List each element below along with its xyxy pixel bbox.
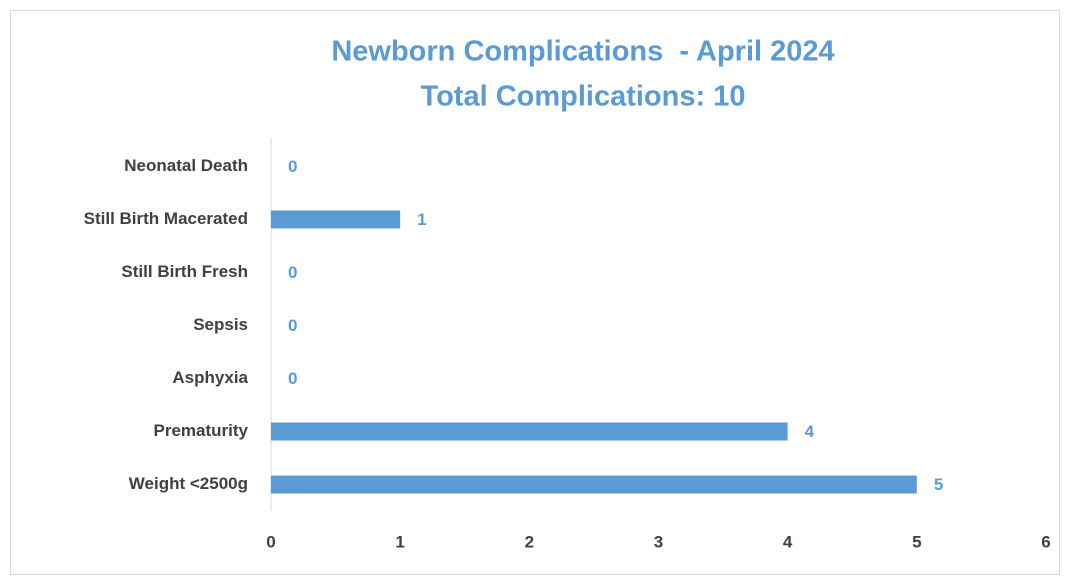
bar [271, 475, 917, 494]
data-label: 0 [288, 316, 297, 335]
x-tick-label: 5 [912, 532, 921, 551]
x-tick-label: 0 [266, 532, 275, 551]
bar [271, 210, 401, 229]
data-label: 1 [417, 210, 426, 229]
chart-title: Newborn Complications - April 2024 [331, 36, 834, 68]
y-tick-label: Asphyxia [172, 368, 248, 387]
data-label: 0 [288, 369, 297, 388]
x-tick-label: 2 [525, 532, 534, 551]
x-tick-label: 3 [654, 532, 663, 551]
data-label: 0 [288, 263, 297, 282]
data-label: 5 [934, 475, 943, 494]
y-tick-label: Still Birth Macerated [84, 209, 248, 228]
x-tick-label: 4 [783, 532, 793, 551]
y-tick-label: Neonatal Death [124, 156, 248, 175]
y-tick-label: Prematurity [154, 421, 249, 440]
y-tick-label: Sepsis [193, 315, 248, 334]
chart-subtitle: Total Complications: 10 [421, 81, 746, 113]
data-label: 0 [288, 157, 297, 176]
x-tick-label: 6 [1041, 532, 1050, 551]
y-tick-label: Still Birth Fresh [121, 262, 248, 281]
x-tick-label: 1 [395, 532, 404, 551]
y-tick-label: Weight <2500g [129, 474, 248, 493]
bar [271, 422, 788, 441]
data-label: 4 [805, 422, 815, 441]
